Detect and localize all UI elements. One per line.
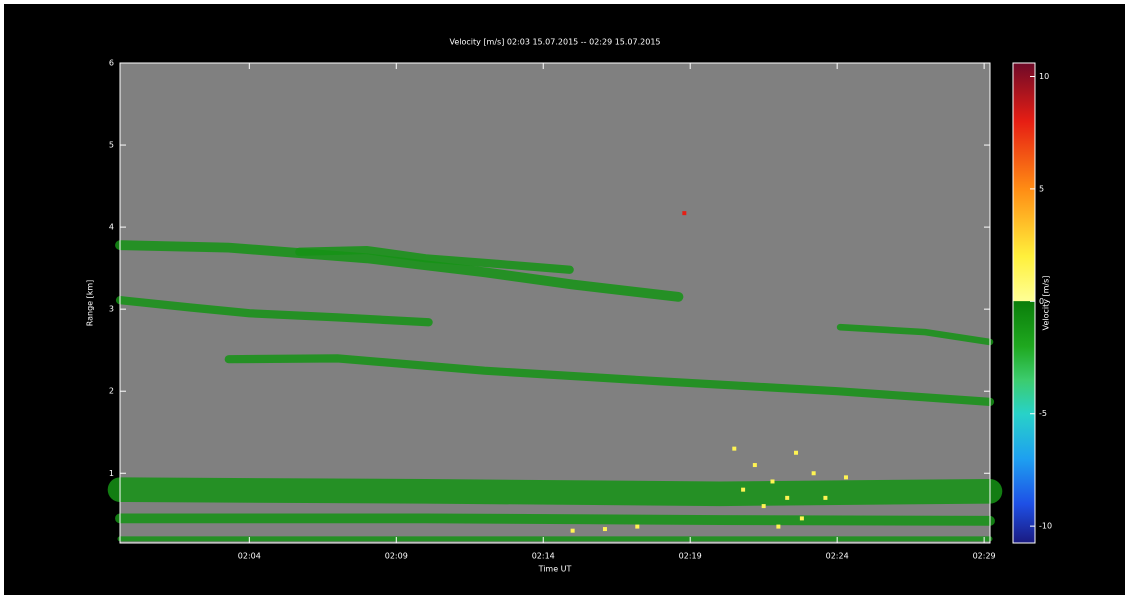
data-cell — [823, 496, 827, 500]
data-cell — [812, 471, 816, 475]
x-tick-label: 02:24 — [826, 552, 849, 561]
x-tick-label: 02:09 — [385, 552, 408, 561]
colorbar-tick-label: 0 — [1039, 297, 1044, 306]
data-cell — [603, 527, 607, 531]
colorbar-tick-label: 5 — [1039, 184, 1044, 193]
y-tick-label: 3 — [109, 305, 114, 314]
data-cell — [762, 504, 766, 508]
data-cell — [741, 488, 745, 492]
data-cell — [844, 475, 848, 479]
chart-title: Velocity [m/s] 02:03 15.07.2015 -- 02:29… — [449, 38, 660, 47]
plot-area — [120, 63, 990, 543]
data-cell — [794, 451, 798, 455]
chart: Velocity [m/s] 02:03 15.07.2015 -- 02:29… — [0, 0, 1129, 599]
y-axis-label: Range [km] — [86, 280, 95, 327]
data-cell — [682, 211, 686, 215]
x-tick-label: 02:29 — [973, 552, 996, 561]
y-tick-label: 4 — [109, 223, 114, 232]
y-tick-label: 2 — [109, 387, 114, 396]
data-cell — [571, 529, 575, 533]
x-tick-label: 02:04 — [238, 552, 261, 561]
x-tick-label: 02:14 — [532, 552, 555, 561]
aerosol-layer — [120, 490, 990, 494]
data-cell — [785, 496, 789, 500]
data-cell — [800, 516, 804, 520]
data-cell — [635, 525, 639, 529]
data-cell — [771, 479, 775, 483]
colorbar-tick-label: -10 — [1039, 522, 1052, 531]
x-axis-label: Time UT — [538, 565, 572, 574]
colorbar-tick-label: -5 — [1039, 409, 1047, 418]
aerosol-layer — [120, 518, 990, 520]
colorbar-tick-label: 10 — [1039, 72, 1049, 81]
x-tick-label: 02:19 — [679, 552, 702, 561]
y-tick-label: 6 — [109, 59, 114, 68]
data-cell — [753, 463, 757, 467]
data-cell — [732, 447, 736, 451]
y-tick-label: 5 — [109, 141, 114, 150]
y-tick-label: 1 — [109, 469, 114, 478]
data-cell — [776, 525, 780, 529]
colorbar — [1013, 63, 1035, 543]
